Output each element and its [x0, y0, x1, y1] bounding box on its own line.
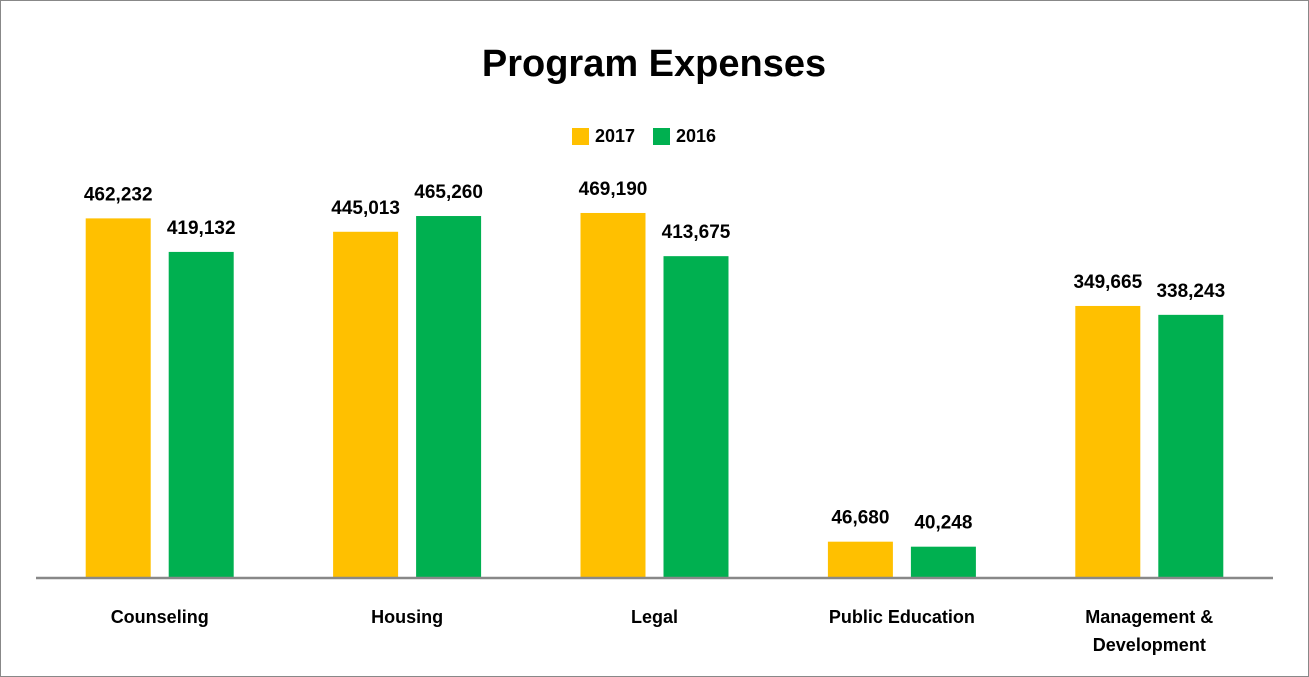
bar	[85, 218, 151, 579]
bar	[1075, 305, 1141, 578]
x-tick-label: Housing	[371, 607, 444, 627]
data-label: 462,232	[84, 184, 153, 205]
data-label: 46,680	[831, 508, 889, 529]
legend-swatch	[653, 128, 670, 145]
x-tick-label: Public Education	[828, 607, 975, 627]
x-tick-label: Management & Development	[1085, 607, 1214, 655]
x-tick-label: Counseling	[110, 607, 209, 627]
x-tick-label: Legal	[630, 607, 678, 627]
legend-label: 2016	[676, 126, 716, 146]
data-label: 445,013	[331, 198, 400, 219]
bar	[910, 546, 976, 578]
bar	[333, 231, 399, 578]
legend-label: 2017	[595, 126, 635, 146]
bar	[580, 212, 646, 578]
chart-title: Program Expenses	[482, 43, 826, 85]
data-label: 419,132	[167, 218, 236, 239]
bar	[416, 216, 482, 579]
data-label: 338,243	[1156, 281, 1225, 302]
data-label: 40,248	[914, 513, 972, 534]
data-label: 413,675	[662, 222, 731, 243]
bar	[168, 251, 234, 579]
bar	[1158, 314, 1224, 578]
legend-swatch	[572, 128, 589, 145]
bar	[827, 541, 893, 578]
data-label: 469,190	[579, 179, 648, 200]
data-label: 349,665	[1073, 272, 1142, 293]
bar	[663, 256, 729, 578]
data-label: 465,260	[414, 182, 483, 203]
